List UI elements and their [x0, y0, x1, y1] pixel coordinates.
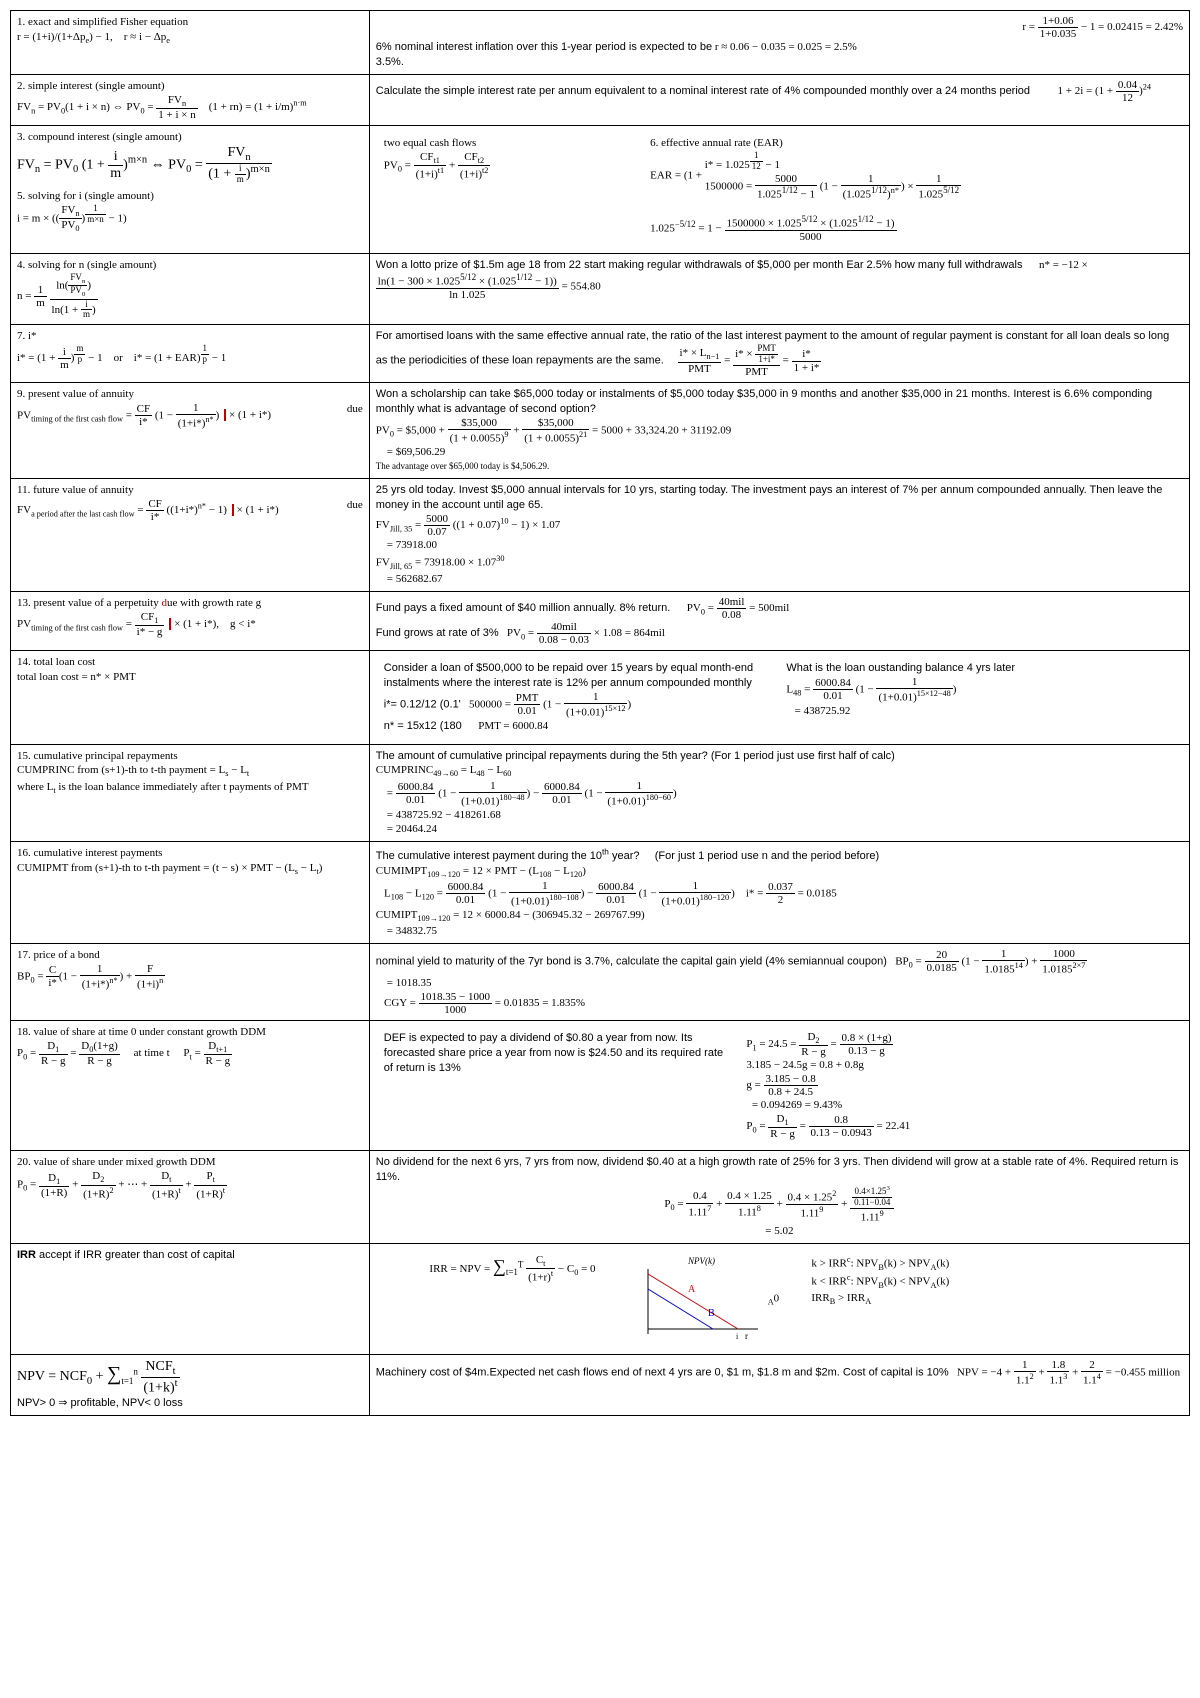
svg-text:NPV(k): NPV(k) — [687, 1256, 715, 1266]
formula-cell: 11. future value of annuityFVa period af… — [11, 479, 370, 592]
formula-cell: 20. value of share under mixed growth DD… — [11, 1151, 370, 1243]
example-cell: r = 1+0.061+0.035 − 1 = 0.02415 = 2.42%6… — [369, 11, 1189, 75]
formula-cell: 1. exact and simplified Fisher equationr… — [11, 11, 370, 75]
example-cell: Fund pays a fixed amount of $40 million … — [369, 591, 1189, 650]
example-cell: No dividend for the next 6 yrs, 7 yrs fr… — [369, 1151, 1189, 1243]
example-cell: Consider a loan of $500,000 to be repaid… — [369, 651, 1189, 744]
formula-cell: 14. total loan costtotal loan cost = n* … — [11, 651, 370, 744]
formula-cell: 17. price of a bondBP0 = Ci*(1 − 1(1+i*)… — [11, 944, 370, 1021]
formula-cell: 2. simple interest (single amount)FVn = … — [11, 74, 370, 125]
formula-cell: 7. i*i* = (1 + im)mp − 1 or i* = (1 + EA… — [11, 325, 370, 383]
example-cell: The cumulative interest payment during t… — [369, 842, 1189, 944]
example-cell: 25 yrs old today. Invest $5,000 annual i… — [369, 479, 1189, 592]
formula-sheet: 1. exact and simplified Fisher equationr… — [10, 10, 1190, 1416]
example-cell: Calculate the simple interest rate per a… — [369, 74, 1189, 125]
formula-cell: 16. cumulative interest paymentsCUMIPMT … — [11, 842, 370, 944]
example-cell: nominal yield to maturity of the 7yr bon… — [369, 944, 1189, 1021]
example-cell: DEF is expected to pay a dividend of $0.… — [369, 1020, 1189, 1151]
example-cell: For amortised loans with the same effect… — [369, 325, 1189, 383]
svg-text:A: A — [688, 1284, 696, 1295]
formula-cell: 9. present value of annuityPVtiming of t… — [11, 383, 370, 479]
svg-text:r: r — [745, 1331, 748, 1341]
formula-cell: 4. solving for n (single amount)n = 1m l… — [11, 254, 370, 325]
formula-cell: 15. cumulative principal repaymentsCUMPR… — [11, 744, 370, 842]
svg-text:B: B — [708, 1308, 715, 1319]
example-cell: The amount of cumulative principal repay… — [369, 744, 1189, 842]
example-cell: Machinery cost of $4m.Expected net cash … — [369, 1354, 1189, 1415]
formula-cell: NPV = NCF0 + ∑t=1n NCFt(1+k)tNPV> 0 ⇒ pr… — [11, 1354, 370, 1415]
formula-cell: IRR accept if IRR greater than cost of c… — [11, 1243, 370, 1354]
formula-cell: 3. compound interest (single amount)FVn … — [11, 126, 370, 254]
example-cell: two equal cash flowsPV0 = CFt1(1+i)t1 + … — [369, 126, 1189, 254]
example-cell: IRR = NPV = ∑t=1T Ct(1+r)t − C0 = 0NPV(k… — [369, 1243, 1189, 1354]
example-cell: Won a lotto prize of $1.5m age 18 from 2… — [369, 254, 1189, 325]
formula-cell: 13. present value of a perpetuity due wi… — [11, 591, 370, 650]
example-cell: Won a scholarship can take $65,000 today… — [369, 383, 1189, 479]
svg-text:i: i — [736, 1332, 739, 1341]
formula-cell: 18. value of share at time 0 under const… — [11, 1020, 370, 1151]
